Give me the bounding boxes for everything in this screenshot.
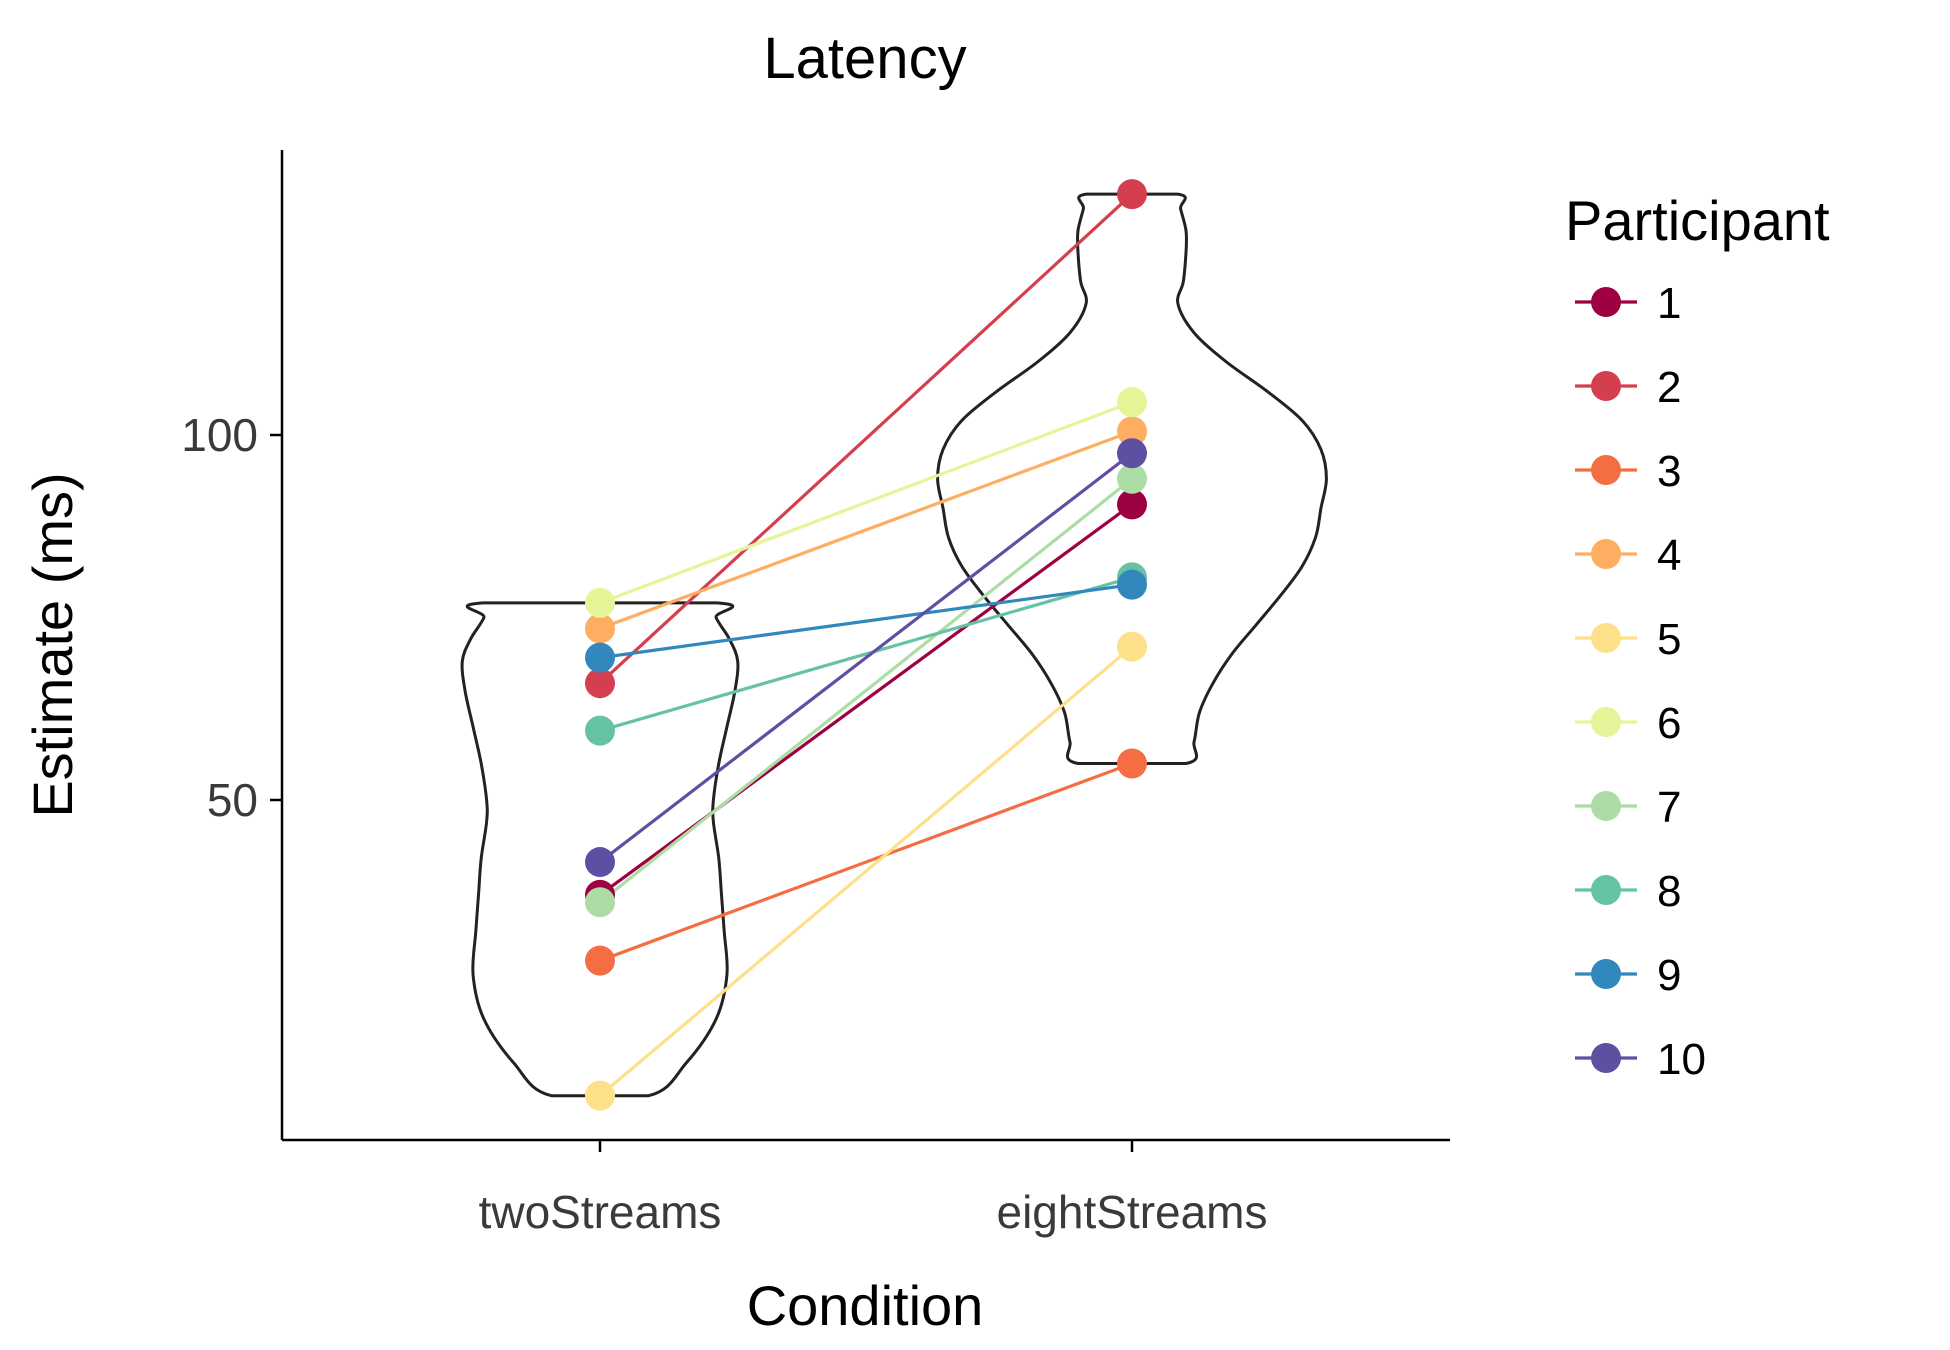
legend-marker-3 [1591,455,1621,485]
violin-twoStreams [460,601,740,1098]
series-line-5 [598,645,1134,1097]
point-1-eightStreams [1117,489,1147,520]
y-tick-label-50: 50 [207,774,258,826]
series-line-4 [599,429,1133,630]
point-10-twoStreams [585,847,615,878]
y-axis-title: Estimate (ms) [21,472,84,817]
legend-marker-7 [1591,791,1621,821]
point-7-twoStreams [585,887,615,918]
participant-points [585,179,1147,1111]
legend-marker-5 [1591,623,1621,653]
point-3-eightStreams [1117,748,1147,779]
legend-marker-6 [1591,707,1621,737]
point-4-eightStreams [1117,416,1147,447]
legend-marker-4 [1591,539,1621,569]
point-5-eightStreams [1117,631,1147,662]
point-2-eightStreams [1117,179,1147,210]
legend-marker-10 [1591,1043,1621,1073]
point-6-twoStreams [585,587,615,618]
point-6-eightStreams [1117,387,1147,418]
point-10-eightStreams [1117,438,1147,469]
legend-label-4: 4 [1657,531,1681,580]
legend-label-5: 5 [1657,615,1681,664]
legend: Participant 1 2 3 4 5 6 7 8 9 10 [1565,189,1830,1084]
legend-label-9: 9 [1657,951,1681,1000]
point-5-twoStreams [585,1080,615,1111]
plot-area [460,179,1328,1111]
x-tick-label-twoStreams: twoStreams [479,1186,722,1238]
x-axis-title: Condition [747,1274,984,1337]
legend-title: Participant [1565,189,1830,252]
x-ticks: twoStreams eightStreams [479,1140,1268,1238]
legend-marker-8 [1591,875,1621,905]
legend-label-1: 1 [1657,279,1681,328]
y-tick-label-100: 100 [181,409,258,461]
violins [460,192,1328,1098]
series-line-3 [599,761,1133,963]
legend-label-7: 7 [1657,783,1681,832]
axes: 50 100 twoStreams eightStreams [181,150,1450,1238]
chart-title: Latency [763,26,966,91]
point-3-twoStreams [585,945,615,976]
legend-marker-2 [1591,371,1621,401]
legend-items: 1 2 3 4 5 6 7 8 9 10 [1575,279,1706,1084]
x-tick-label-eightStreams: eightStreams [996,1186,1267,1238]
series-line-7 [599,477,1133,904]
y-ticks: 50 100 [181,409,282,826]
participant-lines [598,192,1134,1097]
legend-label-6: 6 [1657,699,1681,748]
point-8-twoStreams [585,715,615,746]
series-line-1 [599,503,1133,897]
series-line-8 [599,575,1133,733]
series-line-10 [599,451,1133,864]
legend-label-2: 2 [1657,363,1681,412]
point-2-twoStreams [585,668,615,699]
legend-marker-9 [1591,959,1621,989]
point-4-twoStreams [585,613,615,644]
violin-eightStreams [936,192,1328,765]
legend-label-3: 3 [1657,447,1681,496]
series-line-6 [599,400,1133,605]
point-7-eightStreams [1117,463,1147,494]
series-line-2 [598,192,1134,685]
legend-marker-1 [1591,287,1621,317]
point-9-eightStreams [1117,569,1147,600]
series-line-9 [599,583,1133,660]
legend-label-8: 8 [1657,867,1681,916]
point-9-twoStreams [585,642,615,673]
legend-label-10: 10 [1657,1035,1706,1084]
